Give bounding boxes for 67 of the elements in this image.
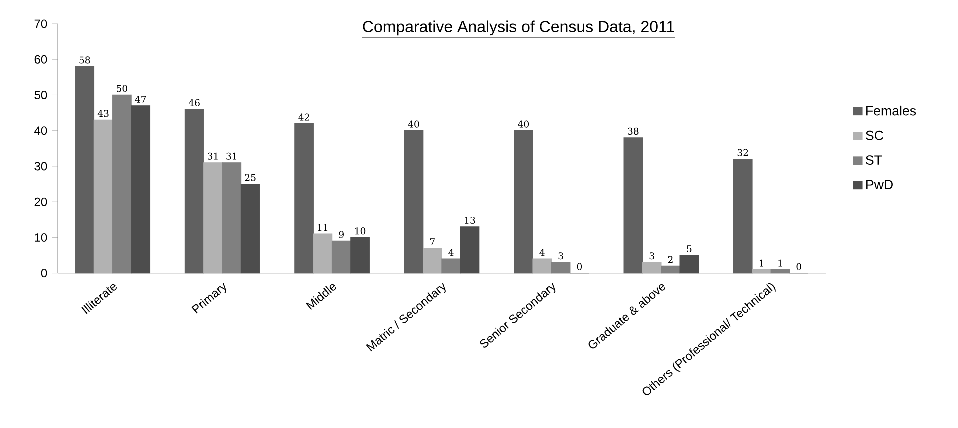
bar (94, 120, 114, 274)
bar (240, 184, 260, 274)
data-label: 46 (188, 99, 200, 106)
y-tick-label: 30 (34, 162, 48, 171)
data-label: 32 (738, 149, 748, 156)
data-label: 43 (98, 110, 109, 118)
bar (404, 130, 424, 274)
y-tick-label: 60 (34, 55, 48, 64)
y-tick-label: 70 (34, 20, 48, 28)
data-label: 40 (408, 120, 420, 128)
data-label: 1 (760, 260, 764, 267)
bar (294, 123, 314, 274)
chart-title: Comparative Analysis of Census Data, 2011 (363, 20, 674, 36)
y-tick-label: 50 (34, 90, 48, 100)
data-label: 50 (117, 85, 128, 92)
data-label: 4 (540, 249, 545, 256)
data-label: 47 (135, 96, 146, 103)
data-label: 4 (448, 249, 454, 256)
bar (661, 266, 680, 274)
data-label: 13 (465, 216, 476, 224)
data-label: 31 (226, 152, 237, 160)
data-label: 7 (430, 238, 435, 246)
bar (642, 262, 662, 274)
data-label: 38 (628, 128, 639, 135)
bar (460, 226, 480, 274)
bar (514, 130, 534, 274)
data-label: 2 (668, 256, 673, 264)
bar (222, 162, 242, 274)
y-tick-label: 0 (41, 269, 48, 278)
bar (184, 109, 204, 274)
bar (752, 269, 772, 274)
bar (680, 255, 700, 274)
legend-label: Females (866, 106, 916, 116)
data-label: 3 (558, 252, 564, 260)
bar (350, 237, 370, 274)
y-tick-label: 20 (34, 198, 48, 206)
bar (332, 240, 352, 274)
y-tick-label: 40 (34, 126, 48, 136)
data-label: 0 (577, 263, 582, 270)
bar (442, 258, 461, 274)
data-label: 5 (687, 246, 692, 253)
data-label: 3 (650, 252, 654, 260)
bar (733, 159, 753, 274)
legend-label: ST (866, 156, 882, 166)
data-label: 1 (778, 260, 782, 267)
data-label: 31 (208, 152, 218, 160)
data-label: 0 (796, 263, 802, 270)
bar (532, 258, 552, 274)
legend-label: PwD (866, 180, 893, 190)
bar (75, 66, 95, 274)
y-tick-label: 10 (35, 233, 48, 242)
data-label: 11 (318, 224, 328, 232)
data-label: 58 (80, 56, 90, 64)
data-label: 10 (355, 228, 366, 235)
bar (422, 248, 442, 274)
data-label: 40 (518, 120, 530, 128)
legend-label: SC (866, 130, 884, 140)
bar (624, 138, 644, 274)
data-label: 25 (245, 174, 256, 182)
bar (131, 106, 151, 274)
bar (313, 234, 333, 274)
bar (551, 262, 571, 274)
bar (112, 94, 132, 274)
data-label: 42 (298, 114, 310, 121)
bar (204, 162, 223, 274)
bar (770, 269, 790, 274)
data-label: 9 (339, 231, 344, 238)
